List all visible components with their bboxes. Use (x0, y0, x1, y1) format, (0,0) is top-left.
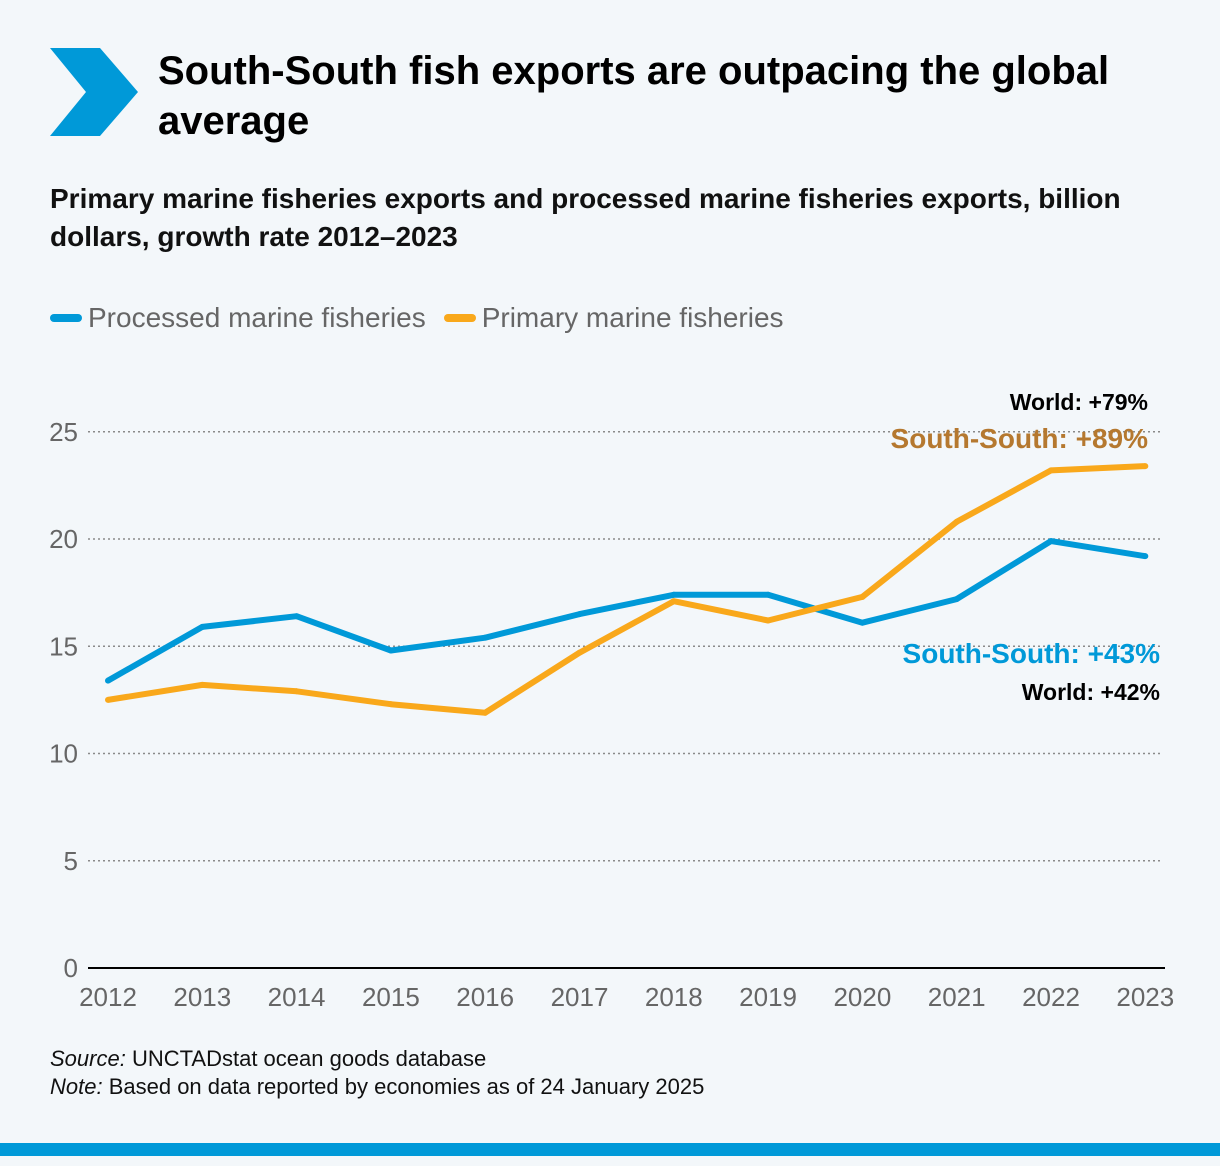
data-point-processed (576, 611, 583, 618)
data-point-primary (387, 701, 394, 708)
data-point-processed (482, 634, 489, 641)
x-tick-label: 2015 (362, 982, 420, 1012)
data-point-processed (859, 619, 866, 626)
y-tick-label: 20 (49, 524, 78, 554)
chevron-logo-icon (50, 48, 138, 136)
page-title: South-South fish exports are outpacing t… (158, 49, 1110, 143)
x-tick-label: 2013 (173, 982, 231, 1012)
data-point-primary (1048, 467, 1054, 474)
data-point-processed (953, 596, 960, 603)
bottom-accent-bar (0, 1143, 1220, 1156)
data-point-primary (482, 709, 489, 716)
data-point-primary (293, 688, 300, 695)
data-point-processed (293, 613, 300, 620)
data-point-processed (1048, 538, 1054, 545)
line-chart: 0 5 10 15 20 25 2012 2013 2014 2015 2016 2017 2018 20… (49, 389, 1174, 1012)
chart-legend: Processed marine fisheries Primary marin… (50, 300, 784, 336)
data-point-processed (105, 677, 111, 684)
data-point-primary (105, 696, 111, 703)
data-point-primary (765, 617, 772, 624)
annotation-south-processed: South-South: +43% (903, 638, 1161, 669)
legend-label-primary: Primary marine fisheries (481, 302, 784, 333)
x-tick-label: 2021 (928, 982, 986, 1012)
data-point-processed (670, 591, 677, 598)
x-tick-label: 2023 (1116, 982, 1174, 1012)
source-text: UNCTADstat ocean goods database (125, 1046, 487, 1071)
chart-subtitle: Primary marine fisheries exports and pro… (50, 183, 1121, 252)
data-point-processed (387, 647, 394, 654)
x-tick-label: 2012 (79, 982, 137, 1012)
annotation-world-primary: World: +79% (1010, 389, 1148, 415)
data-point-processed (1142, 553, 1149, 560)
data-point-primary (1142, 463, 1149, 470)
chart-footer: Source: UNCTADstat ocean goods database … (50, 1045, 1170, 1101)
x-tick-label: 2020 (833, 982, 891, 1012)
data-point-primary (859, 593, 866, 600)
x-tick-label: 2017 (551, 982, 609, 1012)
legend-label-processed: Processed marine fisheries (88, 302, 426, 333)
x-tick-label: 2019 (739, 982, 797, 1012)
annotation-world-processed: World: +42% (1022, 679, 1160, 705)
x-tick-label: 2016 (456, 982, 514, 1012)
data-point-primary (670, 598, 677, 605)
data-point-processed (199, 623, 206, 630)
data-point-processed (765, 591, 772, 598)
note-label: Note: (50, 1074, 103, 1099)
data-point-primary (199, 681, 206, 688)
data-point-primary (953, 518, 960, 525)
y-tick-label: 15 (49, 631, 78, 661)
x-tick-label: 2014 (268, 982, 326, 1012)
legend-swatch-processed (50, 314, 82, 322)
series-line-primary (107, 463, 1146, 716)
note-text: Based on data reported by economies as o… (102, 1074, 705, 1099)
y-tick-label: 0 (64, 953, 78, 983)
legend-swatch-primary (443, 314, 476, 322)
series-line-processed (106, 538, 1146, 684)
legend-item-processed: Processed marine fisheries (50, 302, 426, 334)
y-tick-label: 5 (64, 846, 78, 876)
annotation-south-primary: South-South: +89% (891, 423, 1149, 454)
legend-item-primary: Primary marine fisheries (443, 302, 784, 334)
source-label: Source: (50, 1046, 126, 1071)
x-tick-label: 2022 (1022, 982, 1080, 1012)
source-line: Source: UNCTADstat ocean goods database (50, 1045, 1170, 1073)
y-tick-label: 25 (49, 417, 78, 447)
y-tick-label: 10 (49, 739, 78, 769)
note-line: Note: Based on data reported by economie… (50, 1073, 1170, 1101)
x-tick-label: 2018 (645, 982, 703, 1012)
data-point-primary (576, 649, 583, 656)
